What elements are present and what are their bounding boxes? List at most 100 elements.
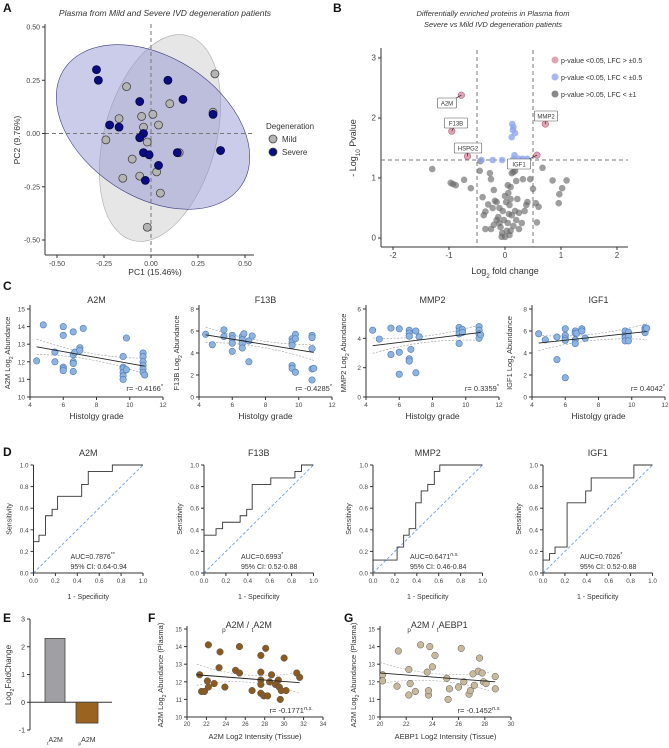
data-point xyxy=(228,347,236,355)
x-tick-label: 10 xyxy=(628,402,636,409)
y-tick-label: 1.0 xyxy=(359,463,368,470)
category-label: tA2M xyxy=(47,737,63,747)
y-axis-label: A2M Log2 Abundance xyxy=(3,317,15,390)
data-point xyxy=(291,368,299,376)
tissue-aebp1-plasma-a2m-plot: pA2M / tAEBP1 20 22 24 26 28 30 10 11 12 13 14 15 r= … xyxy=(349,620,515,741)
confidence-band xyxy=(372,339,481,354)
y-tick-label: 0.0 xyxy=(20,571,29,578)
x-tick-label: 6 xyxy=(563,402,567,409)
y-tick-label: 11 xyxy=(369,698,376,704)
data-point xyxy=(210,680,218,688)
text-part: Log xyxy=(4,692,13,705)
nonsig-point xyxy=(452,181,460,189)
nonsig-point xyxy=(518,219,526,227)
mild-point xyxy=(122,82,131,92)
x-tick-label: 12 xyxy=(328,402,336,409)
data-point xyxy=(387,350,395,358)
nonsig-point xyxy=(480,211,488,219)
data-point xyxy=(69,367,77,375)
protein-label-box xyxy=(453,142,483,154)
x-tick-label: 0.8 xyxy=(117,578,126,585)
data-point xyxy=(288,341,296,349)
data-point xyxy=(202,330,210,338)
severe-point xyxy=(93,75,103,85)
volcano-plot: Differentially enriched proteins in Plas… xyxy=(348,9,642,280)
nonsig-point xyxy=(494,213,502,221)
x-tick-label: 0.4 xyxy=(73,578,82,585)
x-axis-label: Histolgy grade xyxy=(571,411,626,421)
text-part: 2 xyxy=(345,353,351,356)
nonsig-point xyxy=(476,167,484,175)
text-part: 2 xyxy=(9,356,15,359)
chart-title: Differentially enriched proteins in Plas… xyxy=(417,9,570,18)
data-point xyxy=(395,370,403,378)
data-point xyxy=(291,335,299,343)
y-axis-label: Sensitivity xyxy=(177,503,184,535)
data-point xyxy=(76,346,84,354)
text-part: AUC=0.7876 xyxy=(71,554,111,561)
data-point xyxy=(444,695,452,703)
data-point xyxy=(428,663,436,671)
x-tick-label: 32 xyxy=(300,722,307,728)
roc-plot-mmp2: MMP2 0.0 0.2 0.4 0.6 0.8 1.0 0.0 0.2 0.4 0.6 0.8 1.0… xyxy=(346,448,487,601)
mild-point xyxy=(165,99,175,109)
y-tick-label: -0.25 xyxy=(24,184,40,191)
nonsig-point xyxy=(512,216,520,224)
nonsig-point xyxy=(515,209,523,217)
x-tick-label: 0.25 xyxy=(191,261,205,268)
data-point xyxy=(296,673,304,681)
x-tick-label: 0.0 xyxy=(29,578,38,585)
correlation-value: r= 0.3359* xyxy=(465,384,500,393)
data-point xyxy=(643,324,651,332)
data-point xyxy=(394,647,402,655)
data-point xyxy=(405,332,413,340)
text-part: A2M / xyxy=(411,620,437,630)
protein-label-box xyxy=(444,117,468,129)
nonsig-point xyxy=(529,185,537,193)
x-tick-label: 0.8 xyxy=(456,578,465,585)
data-point xyxy=(624,337,632,345)
nonsig-point xyxy=(558,184,566,192)
x-tick-label: 0.8 xyxy=(287,578,296,585)
auc-value: AUC=0.7026* xyxy=(580,552,622,561)
chart-title: Plasma from Mild and Severe IVD degenera… xyxy=(59,8,272,18)
text-part: t xyxy=(437,627,439,634)
text-part: Log xyxy=(471,266,486,276)
x-tick-label: 0.6 xyxy=(265,578,274,585)
nonsig-point xyxy=(490,186,498,194)
y-tick-label: 0.8 xyxy=(190,484,199,491)
data-point xyxy=(220,332,228,340)
panel-label: F xyxy=(148,611,155,625)
x-tick-label: 26 xyxy=(242,722,249,728)
correlation-value: r= -0.1452n.s. xyxy=(458,706,501,715)
text-part: fold change xyxy=(490,266,539,276)
y-tick-label: 8 xyxy=(190,307,194,314)
nonsig-point xyxy=(428,165,436,173)
mild-point xyxy=(154,120,163,130)
data-point xyxy=(220,326,228,334)
y-tick-label: 6 xyxy=(523,329,527,336)
correlation-plot-f13b: F13B 4 6 8 10 12 0 2 4 6 8 r= -0.4285* Histolgy grad… xyxy=(172,295,336,421)
y-tick-label: 1.0 xyxy=(529,463,538,470)
data-point xyxy=(455,683,463,691)
data-point xyxy=(553,356,561,364)
y-tick-label: 12 xyxy=(18,359,26,366)
x-tick-label: -0.25 xyxy=(96,261,112,268)
data-point xyxy=(369,326,377,334)
x-tick-label: 26 xyxy=(455,722,462,728)
x-tick-label: 0.4 xyxy=(243,578,252,585)
x-axis-label: Log2 fold change xyxy=(471,266,539,280)
data-point xyxy=(51,358,59,366)
x-tick-label: 4 xyxy=(530,402,534,409)
text-part: t xyxy=(252,627,254,634)
severe-point xyxy=(140,175,150,185)
text-part: Abundance xyxy=(3,317,12,357)
severe-point xyxy=(105,120,115,130)
data-point xyxy=(426,643,434,651)
data-point xyxy=(257,680,265,688)
x-tick-label: 10 xyxy=(295,402,303,409)
x-tick-label: 28 xyxy=(261,722,268,728)
y-tick-label: 2 xyxy=(21,644,25,651)
y-tick-label: 6 xyxy=(357,307,361,314)
